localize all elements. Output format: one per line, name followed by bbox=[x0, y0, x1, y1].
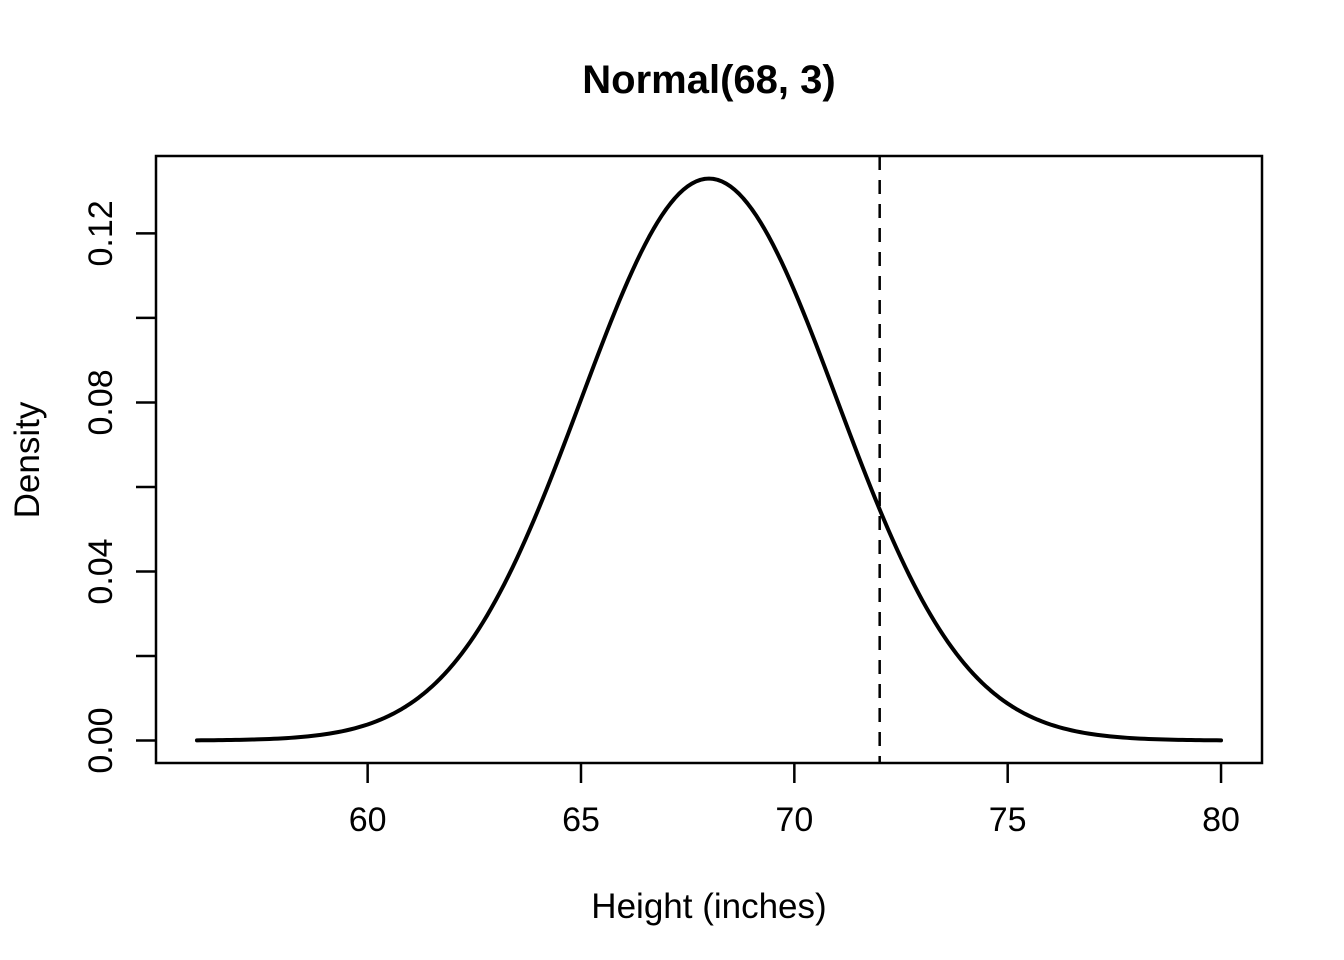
y-axis-label: Density bbox=[8, 401, 47, 519]
y-tick-label: 0.04 bbox=[82, 538, 120, 604]
x-tick-label: 75 bbox=[989, 801, 1027, 839]
x-tick-label: 70 bbox=[775, 801, 813, 839]
plot-border bbox=[154, 154, 1264, 765]
x-tick-label: 60 bbox=[349, 801, 387, 839]
x-axis-label: Height (inches) bbox=[591, 887, 827, 926]
y-tick-label: 0.00 bbox=[82, 707, 120, 773]
x-tick-label: 65 bbox=[562, 801, 600, 839]
y-tick-label: 0.12 bbox=[82, 200, 120, 266]
chart-title: Normal(68, 3) bbox=[582, 58, 836, 102]
x-tick-label: 80 bbox=[1202, 801, 1240, 839]
y-tick-label: 0.08 bbox=[82, 369, 120, 435]
density-curve bbox=[194, 176, 1224, 743]
